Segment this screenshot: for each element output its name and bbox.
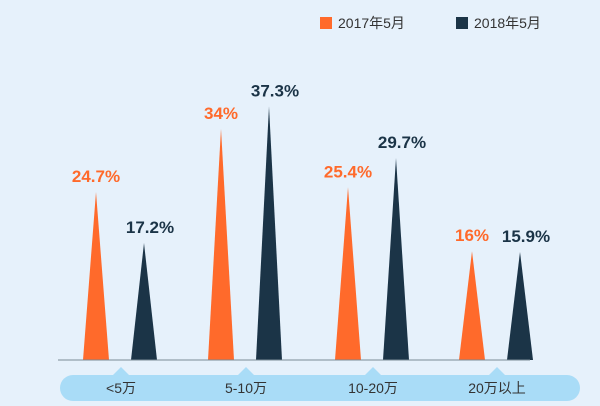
- legend-label-2: 2018年5月: [474, 15, 541, 31]
- value-label-1-4: 16%: [455, 226, 489, 245]
- value-label-1-2: 34%: [204, 104, 238, 123]
- category-pointer-3: [365, 367, 381, 375]
- bar-1-4: [459, 251, 485, 360]
- category-band: <5万 5-10万 10-20万 20万以上: [60, 367, 580, 401]
- legend-swatch-1: [320, 17, 332, 29]
- bar-2-1: [131, 243, 157, 360]
- value-label-2-4: 15.9%: [502, 227, 550, 246]
- value-label-1-1: 24.7%: [72, 167, 120, 186]
- bar-2-3: [383, 158, 409, 360]
- category-pointer-4: [489, 367, 505, 375]
- value-label-1-3: 25.4%: [324, 162, 372, 181]
- category-label-2: 5-10万: [225, 380, 267, 396]
- bar-1-1: [83, 192, 109, 360]
- category-label-3: 10-20万: [348, 380, 398, 396]
- category-label-1: <5万: [106, 380, 136, 396]
- value-label-2-1: 17.2%: [126, 218, 174, 237]
- value-label-2-2: 37.3%: [251, 81, 299, 100]
- legend-swatch-2: [456, 17, 468, 29]
- category-pointer-1: [113, 367, 129, 375]
- value-label-2-3: 29.7%: [378, 133, 426, 152]
- bar-2-4: [507, 251, 533, 360]
- bar-2-2: [256, 106, 282, 360]
- legend: 2017年5月 2018年5月: [320, 15, 541, 31]
- category-pointer-2: [238, 367, 254, 375]
- category-band-bg: [60, 375, 580, 401]
- bar-1-2: [208, 128, 234, 360]
- bars: [83, 106, 533, 360]
- legend-label-1: 2017年5月: [338, 15, 405, 31]
- value-labels: 24.7% 34% 25.4% 16% 17.2% 37.3% 29.7% 15.9%: [72, 81, 550, 246]
- bar-1-3: [335, 187, 361, 360]
- category-label-4: 20万以上: [468, 380, 526, 396]
